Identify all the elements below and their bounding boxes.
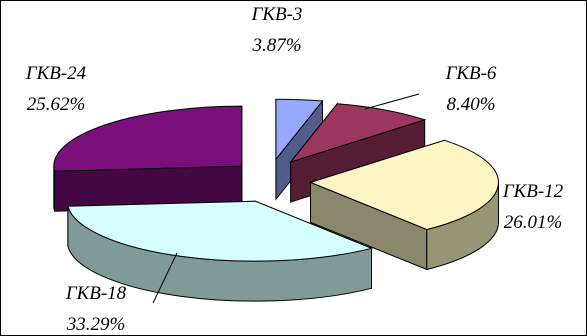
pie-slice-gkv3-top (275, 98, 324, 161)
slice-category-gkv18: ГКВ-18 (65, 283, 127, 304)
slice-label-gkv12: ГКВ-12 26.01% (483, 182, 583, 232)
pie-slice-gkv3 (275, 98, 324, 201)
pie-slice-gkv18 (67, 200, 374, 302)
pie-slice-gkv24-top (53, 105, 243, 172)
slice-label-gkv18: ГКВ-18 33.29% (41, 284, 151, 334)
slice-value-gkv24: 25.62% (26, 94, 86, 115)
slice-value-gkv6: 8.40% (446, 94, 496, 115)
pie-slice-gkv24-wall (53, 166, 55, 212)
leader-line-gkv18 (152, 252, 178, 304)
slice-value-gkv18: 33.29% (66, 314, 126, 335)
slice-category-gkv3: ГКВ-3 (251, 4, 303, 25)
slice-category-gkv6: ГКВ-6 (445, 63, 497, 84)
slice-label-gkv24: ГКВ-24 25.62% (6, 64, 106, 114)
slice-category-gkv12: ГКВ-12 (502, 181, 564, 202)
pie-slice-gkv12 (309, 139, 499, 271)
pie-slice-gkv18-top (67, 200, 374, 262)
pie-slice-gkv12-top (309, 139, 499, 231)
slice-value-gkv12: 26.01% (503, 212, 563, 233)
leader-line-gkv6 (364, 93, 420, 110)
pie-slice-gkv6-top (289, 103, 427, 163)
slice-category-gkv24: ГКВ-24 (25, 63, 87, 84)
slice-label-gkv3: ГКВ-3 3.87% (237, 5, 317, 55)
slice-label-gkv6: ГКВ-6 8.40% (421, 64, 521, 114)
pie-slice-gkv24 (53, 105, 243, 212)
slice-value-gkv3: 3.87% (252, 35, 302, 56)
